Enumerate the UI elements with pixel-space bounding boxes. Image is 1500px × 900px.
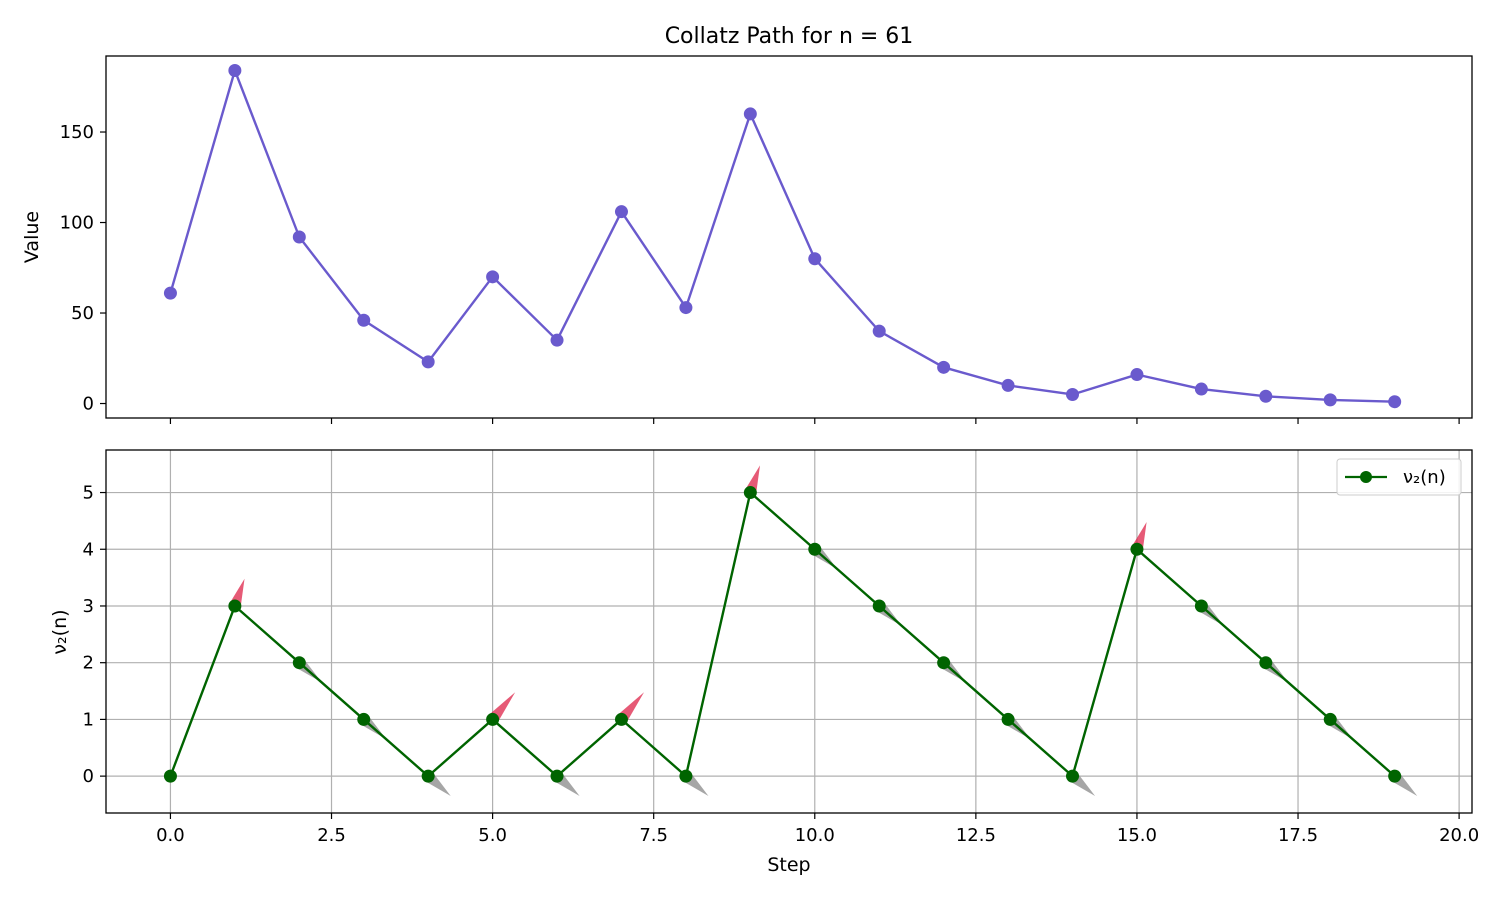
x-tick-label: 20.0	[1439, 825, 1479, 846]
v2-point	[1323, 712, 1337, 726]
v2-point	[292, 656, 306, 670]
value-y-tick-label: 50	[71, 303, 94, 324]
v2-axis-ticks: 0 1 2 3 4 5 0.0 2.5 5.0 7.5 10.0 12.5 15.0 17.5 20.0	[83, 483, 1480, 846]
value-line	[169, 69, 1395, 403]
v2-point	[937, 656, 951, 670]
v2-y-axis-label: ν₂(n)	[49, 609, 71, 654]
v2-point	[421, 769, 435, 783]
x-tick-label: 5.0	[478, 825, 507, 846]
v2-point	[1194, 599, 1208, 613]
v2-point	[872, 599, 886, 613]
chart-title: Collatz Path for n = 61	[665, 24, 914, 49]
legend-marker	[1360, 471, 1372, 483]
value-point	[1066, 387, 1080, 401]
x-tick-label: 0.0	[156, 825, 185, 846]
value-point	[1130, 368, 1144, 382]
value-point	[679, 301, 693, 315]
legend-label: ν₂(n)	[1403, 467, 1446, 488]
v2-point	[486, 712, 500, 726]
value-point	[357, 313, 371, 327]
x-tick-label: 7.5	[639, 825, 668, 846]
legend-box	[1336, 458, 1462, 496]
value-point	[550, 333, 564, 347]
x-tick-label: 2.5	[317, 825, 346, 846]
v2-y-tick-label: 3	[83, 596, 94, 617]
v2-point	[1388, 769, 1402, 783]
value-point	[872, 324, 886, 338]
value-point	[1001, 378, 1015, 392]
v2-point	[1066, 769, 1080, 783]
v2-grid	[106, 450, 1472, 813]
v2-point	[1259, 656, 1273, 670]
value-point	[421, 355, 435, 369]
value-point	[808, 252, 822, 266]
v2-subplot: 0 1 2 3 4 5 0.0 2.5 5.0 7.5 10.0 12.5 15.0 17.5 20.0 ν…	[49, 449, 1480, 876]
value-y-tick-label: 100	[60, 213, 94, 234]
v2-line	[169, 491, 1396, 778]
v2-y-tick-label: 0	[83, 766, 94, 787]
value-subplot: 0 50 100 150 Value	[21, 55, 1473, 424]
value-point	[1323, 393, 1337, 407]
value-point	[292, 230, 306, 244]
v2-plot-area	[106, 450, 1472, 813]
value-point	[486, 270, 500, 284]
x-tick-label: 17.5	[1278, 825, 1318, 846]
value-point	[614, 205, 628, 219]
v2-y-tick-label: 2	[83, 653, 94, 674]
value-y-axis-label: Value	[21, 211, 43, 263]
x-tick-label: 12.5	[956, 825, 996, 846]
value-y-tick-label: 150	[60, 122, 94, 143]
v2-point	[228, 599, 242, 613]
v2-y-tick-label: 1	[83, 709, 94, 730]
value-point	[228, 63, 242, 77]
x-tick-label: 10.0	[795, 825, 835, 846]
value-axis-ticks: 0 50 100 150	[60, 122, 1460, 424]
value-plot-frame	[105, 55, 1473, 419]
x-tick-label: 15.0	[1117, 825, 1157, 846]
value-point	[743, 107, 757, 121]
v2-series	[163, 486, 1402, 783]
v2-point	[808, 542, 822, 556]
value-point	[1259, 389, 1273, 403]
v2-point	[1001, 712, 1015, 726]
v2-point	[163, 769, 177, 783]
v2-point	[614, 712, 628, 726]
value-y-tick-label: 0	[83, 394, 94, 415]
x-axis-label: Step	[767, 854, 810, 876]
value-series	[163, 63, 1402, 409]
v2-point	[1130, 542, 1144, 556]
v2-point	[550, 769, 564, 783]
v2-plot-frame	[105, 449, 1473, 814]
v2-point	[357, 712, 371, 726]
v2-point	[743, 486, 757, 500]
value-point	[1388, 395, 1402, 409]
value-point	[937, 360, 951, 374]
value-point	[1194, 382, 1208, 396]
v2-y-tick-label: 4	[83, 539, 94, 560]
value-plot-area	[106, 56, 1472, 418]
value-point	[163, 286, 177, 300]
legend: ν₂(n)	[1336, 458, 1462, 496]
v2-point	[679, 769, 693, 783]
v2-y-tick-label: 5	[83, 483, 94, 504]
